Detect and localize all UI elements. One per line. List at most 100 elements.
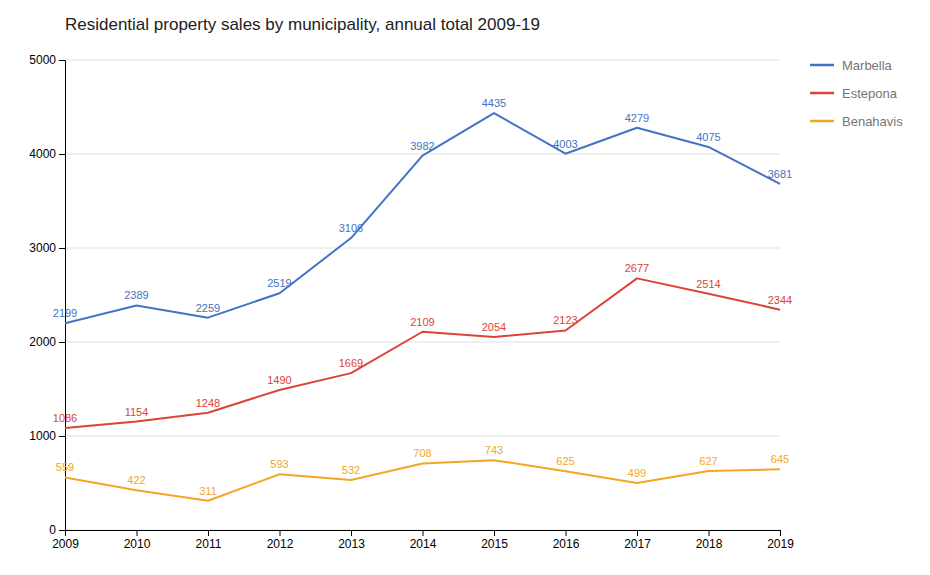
x-tick-label: 2017 bbox=[624, 537, 651, 551]
x-tick-mark bbox=[351, 530, 352, 536]
x-axis-line bbox=[66, 531, 781, 537]
data-label: 2514 bbox=[696, 278, 720, 290]
y-tick-label: 4000 bbox=[29, 147, 56, 161]
y-tick-label: 5000 bbox=[29, 53, 56, 67]
x-tick-mark bbox=[494, 530, 495, 536]
y-tick-mark bbox=[59, 530, 65, 531]
y-tick: 4000 bbox=[29, 147, 65, 161]
grid-line bbox=[65, 342, 780, 343]
x-tick: 2016 bbox=[553, 530, 580, 551]
data-label: 2199 bbox=[53, 307, 77, 319]
data-label: 1154 bbox=[125, 406, 149, 418]
data-label: 2123 bbox=[553, 314, 577, 326]
data-label: 1490 bbox=[267, 374, 291, 386]
data-label: 1669 bbox=[339, 357, 363, 369]
data-label: 593 bbox=[270, 458, 288, 470]
x-tick: 2010 bbox=[124, 530, 151, 551]
data-label: 3681 bbox=[768, 168, 792, 180]
legend-swatch bbox=[810, 64, 834, 67]
y-tick-label: 3000 bbox=[29, 241, 56, 255]
grid-line bbox=[65, 154, 780, 155]
x-tick: 2015 bbox=[481, 530, 508, 551]
data-labels: 2199238922592519310639824435400342794075… bbox=[53, 97, 792, 497]
data-label: 499 bbox=[628, 467, 646, 479]
x-tick-label: 2016 bbox=[553, 537, 580, 551]
y-tick-label: 2000 bbox=[29, 335, 56, 349]
x-tick: 2012 bbox=[267, 530, 294, 551]
data-label: 1248 bbox=[196, 397, 220, 409]
grid-line bbox=[65, 248, 780, 249]
data-label: 627 bbox=[699, 455, 717, 467]
x-tick-mark bbox=[423, 530, 424, 536]
x-tick-mark bbox=[280, 530, 281, 536]
y-tick-mark bbox=[59, 248, 65, 249]
title: Residential property sales by municipali… bbox=[65, 15, 540, 34]
y-tick-mark bbox=[59, 154, 65, 155]
legend-swatch bbox=[810, 92, 834, 95]
x-tick-mark bbox=[780, 530, 781, 536]
x-tick-label: 2015 bbox=[481, 537, 508, 551]
x-tick-label: 2010 bbox=[124, 537, 151, 551]
legend-item: Benahavis bbox=[810, 114, 903, 129]
x-tick-mark bbox=[137, 530, 138, 536]
x-tick-label: 2012 bbox=[267, 537, 294, 551]
data-label: 3982 bbox=[410, 140, 434, 152]
x-tick: 2014 bbox=[410, 530, 437, 551]
y-tick-mark bbox=[59, 342, 65, 343]
grid-line bbox=[65, 436, 780, 437]
data-label: 2054 bbox=[482, 321, 506, 333]
data-label: 2389 bbox=[124, 289, 148, 301]
legend-swatch bbox=[810, 120, 834, 123]
grid bbox=[65, 60, 780, 530]
data-label: 4075 bbox=[696, 131, 720, 143]
y-axis-line bbox=[59, 61, 66, 531]
x-tick: 2013 bbox=[338, 530, 365, 551]
legend-label: Benahavis bbox=[842, 114, 903, 129]
y-tick-label: 0 bbox=[49, 523, 56, 537]
x-tick: 2009 bbox=[52, 530, 79, 551]
data-label: 645 bbox=[771, 453, 789, 465]
y-tick: 1000 bbox=[29, 429, 65, 443]
x-tick-label: 2009 bbox=[52, 537, 79, 551]
data-label: 2259 bbox=[196, 302, 220, 314]
legend-label: Estepona bbox=[842, 86, 898, 101]
data-label: 2109 bbox=[410, 316, 434, 328]
series-line bbox=[65, 278, 780, 428]
lines bbox=[65, 113, 780, 501]
x-tick-mark bbox=[566, 530, 567, 536]
y-tick: 0 bbox=[49, 523, 65, 537]
legend: Marbella Estepona Benahavis bbox=[810, 58, 903, 129]
legend-label: Marbella bbox=[842, 58, 893, 73]
x-tick: 2011 bbox=[196, 530, 222, 551]
series-line bbox=[65, 460, 780, 501]
chart: 2009 2010 2011 2012 2013 2014 2015 2016 2017 2018… bbox=[0, 0, 930, 575]
data-label: 4279 bbox=[625, 112, 649, 124]
x-tick-label: 2013 bbox=[338, 537, 365, 551]
x-tick: 2018 bbox=[696, 530, 723, 551]
y-tick: 5000 bbox=[29, 53, 65, 67]
x-tick-mark bbox=[709, 530, 710, 536]
data-label: 422 bbox=[127, 474, 145, 486]
x-tick-label: 2018 bbox=[696, 537, 723, 551]
data-label: 311 bbox=[199, 485, 217, 497]
data-label: 708 bbox=[413, 447, 431, 459]
x-tick-label: 2014 bbox=[410, 537, 437, 551]
x-tick-mark bbox=[208, 530, 209, 536]
x-tick-label: 2011 bbox=[196, 537, 222, 551]
data-label: 743 bbox=[485, 444, 503, 456]
grid-line bbox=[65, 60, 780, 61]
x-tick: 2017 bbox=[624, 530, 651, 551]
data-label: 625 bbox=[556, 455, 574, 467]
y-tick: 3000 bbox=[29, 241, 65, 255]
data-label: 2519 bbox=[267, 277, 291, 289]
x-axis: 2009 2010 2011 2012 2013 2014 2015 2016 2017 2018… bbox=[52, 530, 794, 551]
data-label: 2677 bbox=[625, 262, 649, 274]
data-label: 532 bbox=[342, 464, 360, 476]
x-tick: 2019 bbox=[767, 530, 794, 551]
data-label: 2344 bbox=[768, 294, 792, 306]
y-tick-mark bbox=[59, 436, 65, 437]
data-label: 4435 bbox=[482, 97, 506, 109]
x-tick-mark bbox=[637, 530, 638, 536]
data-label: 1086 bbox=[53, 412, 77, 424]
plot: 2009 2010 2011 2012 2013 2014 2015 2016 2017 2018… bbox=[29, 53, 794, 550]
